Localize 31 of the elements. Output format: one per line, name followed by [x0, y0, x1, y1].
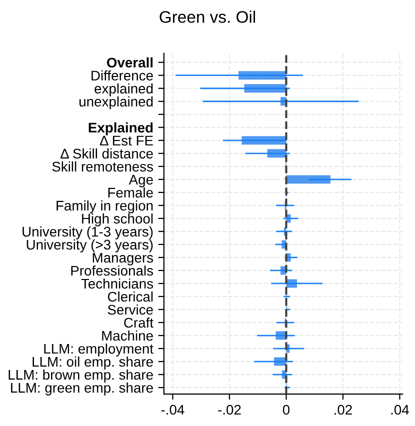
y-tick-label: LLM: green emp. share [11, 382, 153, 396]
y-tick-label: Technicians [81, 278, 154, 289]
y-tick-label: University (1-3 years) [22, 226, 153, 240]
y-tick-label: unexplained [80, 96, 153, 110]
y-tick-label: Service [108, 304, 153, 315]
y-tick-label: Machine [102, 330, 153, 341]
y-tick-label: Managers [92, 252, 154, 266]
y-tick-label: LLM: brown emp. share [8, 370, 153, 382]
y-tick-label: Explained [88, 122, 153, 136]
y-tick-label: Clerical [108, 291, 153, 302]
y-tick-label: Δ Est FE [100, 136, 153, 146]
y-tick-label: Age [128, 174, 153, 188]
x-tick-label: 0 [282, 404, 290, 415]
y-tick-label: explained [94, 83, 153, 96]
y-tick-label: Overall [106, 57, 153, 68]
y-tick-label: University (>3 years) [26, 239, 153, 252]
y-tick-label: Female [108, 187, 153, 198]
y-tick-label: High school [82, 213, 153, 226]
y-tick-label: LLM: oil emp. share [32, 356, 153, 370]
x-tick-label: .02 [334, 404, 352, 415]
x-tick-label: .04 [391, 404, 409, 415]
y-tick-label: Professionals [71, 265, 154, 276]
chart-title: Green vs. Oil [160, 10, 256, 23]
y-tick-label: Skill remoteness [52, 161, 154, 172]
y-tick-label: LLM: employment [44, 343, 154, 356]
y-tick-label: Δ Skill distance [60, 148, 153, 159]
x-tick-label: -.04 [161, 404, 184, 415]
y-tick-label: Family in region [56, 200, 153, 214]
y-tick-label: Difference [92, 70, 153, 81]
y-tick-label: Craft [124, 317, 154, 328]
x-tick-label: -.02 [218, 404, 241, 415]
